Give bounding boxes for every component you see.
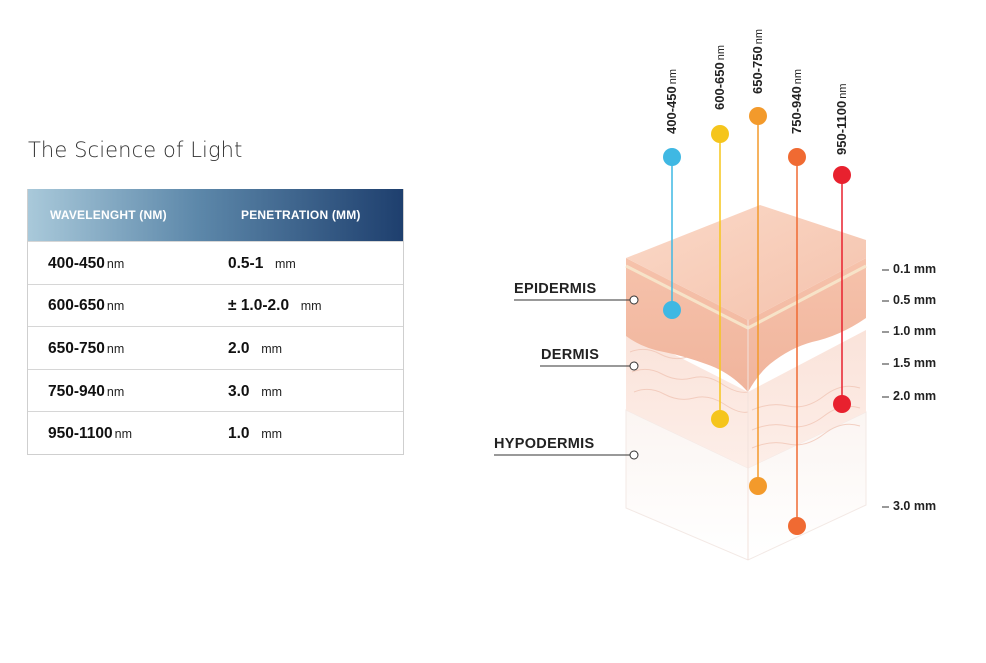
probe-950-1100 [833,166,851,413]
wavelength-unit: nm [753,29,765,45]
penetration-cell: 3.0 mm [228,381,282,401]
skin-surface [626,205,866,320]
wavelength-label-950-1100: 950-1100nm [834,83,849,155]
depth-ticks [882,269,889,508]
probe-depth-dot [833,395,851,413]
wavelength-unit: nm [667,69,679,85]
depth-label-3-0: 3.0 mm [893,499,937,513]
wavelength-value: 750-940 [48,382,105,400]
penetration-cell: ± 1.0-2.0 mm [228,295,322,315]
layer-pointers [494,295,639,460]
dermis-pointer-dot [629,361,639,371]
depth-label-0-1: 0.1 mm [893,262,937,276]
probe-top-dot [749,107,767,125]
wavelength-range: 600-650 [712,62,727,110]
probe-top-dot [711,125,729,143]
probe-depth-dot [788,517,806,535]
penetration-unit: mm [300,299,322,314]
wavelength-cell: 600-650 nm [28,295,228,315]
penetration-value: 1.0 [228,425,250,443]
probe-depth-dot [749,477,767,495]
depth-label-2-0: 2.0 mm [893,389,937,403]
probe-600-650 [711,125,729,428]
skin-block [625,205,867,561]
wavelength-unit: nm [114,427,133,442]
wavelength-cell: 950-1100 nm [28,423,228,443]
probe-400-450 [663,148,681,319]
table-row: 750-940 nm 3.0 mm [28,368,403,412]
table-row: 600-650 nm ± 1.0-2.0 mm [28,283,403,327]
penetration-unit: mm [261,427,283,442]
penetration-unit: mm [274,256,296,271]
penetration-unit: mm [261,341,283,356]
table-row: 950-1100 nm 1.0 mm [28,411,403,454]
probe-top-dot [788,148,806,166]
penetration-value: 0.5-1 [228,254,264,272]
wavelength-cell: 650-750 nm [28,338,228,358]
wavelength-label-400-450: 400-450nm [664,69,679,134]
wavelength-value: 650-750 [48,339,105,357]
depth-label-1-0: 1.0 mm [893,324,937,338]
penetration-unit: mm [261,384,283,399]
wavelength-unit: nm [106,384,125,399]
wavelength-unit: nm [837,83,849,99]
penetration-table: WAVELENGHT (NM) PENETRATION (MM) 400-450… [27,189,404,455]
dermis-label: DERMIS [541,347,600,363]
wavelength-unit: nm [715,45,727,61]
wavelength-unit: nm [792,69,804,85]
wavelength-cell: 750-940 nm [28,381,228,401]
probe-650-750 [749,107,767,495]
table-row: 650-750 nm 2.0 mm [28,326,403,369]
hypodermis-pointer-dot [629,450,639,460]
depth-label-0-5: 0.5 mm [893,293,937,307]
wavelength-unit: nm [106,341,125,356]
penetration-value: 3.0 [228,382,250,400]
probe-top-dot [663,148,681,166]
wavelength-label-750-940: 750-940nm [789,69,804,134]
wavelength-label-650-750: 650-750nm [750,29,765,94]
penetration-cell: 1.0 mm [228,423,282,443]
wavelength-value: 400-450 [48,254,105,272]
table-row: 400-450 nm 0.5-1 mm [28,241,403,284]
wavelength-unit: nm [106,256,125,271]
epidermis-label: EPIDERMIS [514,281,597,297]
probe-750-940 [788,148,806,535]
epidermis-pointer-dot [629,295,639,305]
probe-depth-dot [663,301,681,319]
wavelength-range: 750-940 [789,86,804,134]
column-header-wavelength: WAVELENGHT (NM) [50,208,167,222]
depth-label-1-5: 1.5 mm [893,356,937,370]
wavelength-range: 950-1100 [834,100,849,155]
wavelength-value: 950-1100 [48,425,113,443]
epidermis-layer [626,258,866,392]
penetration-cell: 0.5-1 mm [228,253,296,273]
wavelength-cell: 400-450 nm [28,253,228,273]
column-header-penetration: PENETRATION (MM) [241,208,361,222]
probe-top-dot [833,166,851,184]
table-header: WAVELENGHT (NM) PENETRATION (MM) [28,189,403,241]
page-title: The Science of Light [28,138,243,162]
dermis-layer [626,330,866,468]
penetration-value: 2.0 [228,339,250,357]
wavelength-range: 400-450 [664,86,679,134]
penetration-value: ± 1.0-2.0 [228,297,290,315]
wavelength-label-600-650: 600-650nm [712,45,727,110]
probe-depth-dot [711,410,729,428]
wavelength-value: 600-650 [48,297,105,315]
wavelength-range: 650-750 [750,46,765,94]
wavelength-unit: nm [106,299,125,314]
penetration-cell: 2.0 mm [228,338,282,358]
hypodermis-label: HYPODERMIS [494,436,595,452]
